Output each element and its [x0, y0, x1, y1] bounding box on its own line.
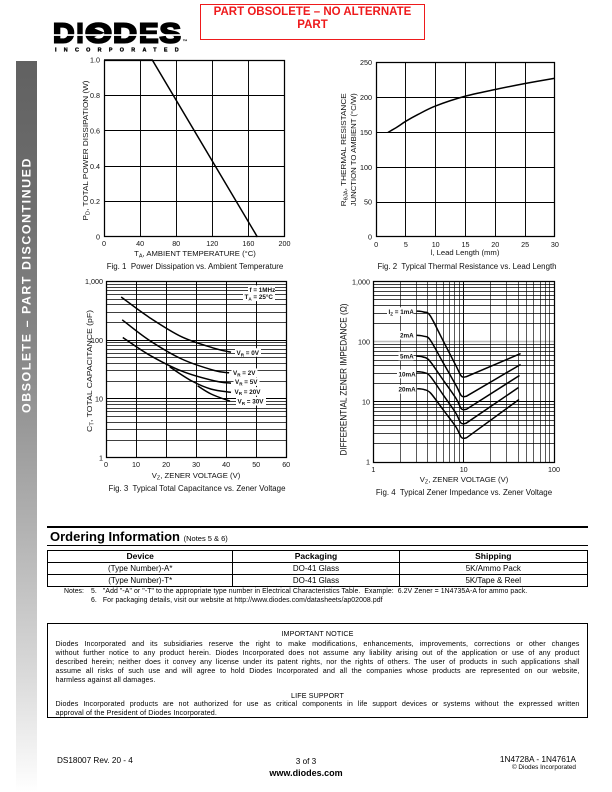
svg-text:Fig. 4 Typical Zener Impedanc: Fig. 4 Typical Zener Impedance vs. Zener… — [376, 488, 553, 497]
svg-text:160: 160 — [242, 239, 254, 248]
svg-text:TA, AMBIENT TEMPERATURE (°C): TA, AMBIENT TEMPERATURE (°C) — [134, 249, 256, 260]
svg-text:50: 50 — [252, 460, 260, 469]
svg-text:60: 60 — [282, 460, 290, 469]
svg-text:VZ, ZENER VOLTAGE (V): VZ, ZENER VOLTAGE (V) — [152, 471, 241, 482]
svg-text:Fig. 1 Power Dissipation vs.: Fig. 1 Power Dissipation vs. Ambient Tem… — [107, 262, 284, 271]
svg-text:VR = 20V: VR = 20V — [235, 389, 262, 396]
svg-text:CT, TOTAL CAPACITANCE (pF): CT, TOTAL CAPACITANCE (pF) — [85, 310, 96, 432]
svg-text:10: 10 — [432, 240, 440, 249]
svg-text:VR = 2V: VR = 2V — [233, 370, 256, 377]
svg-text:15: 15 — [462, 240, 470, 249]
svg-text:VR = 0V: VR = 0V — [237, 350, 260, 357]
svg-text:IZ = 1mA: IZ = 1mA — [389, 309, 415, 316]
svg-text:5mA: 5mA — [400, 353, 414, 360]
svg-text:l, Lead Length (mm): l, Lead Length (mm) — [431, 248, 500, 257]
svg-text:0: 0 — [374, 240, 378, 249]
svg-text:JUNCTION TO AMBIENT (°C/W): JUNCTION TO AMBIENT (°C/W) — [349, 93, 358, 206]
svg-text:f = 1MHz: f = 1MHz — [250, 287, 276, 294]
svg-text:20: 20 — [491, 240, 499, 249]
svg-text:E: E — [139, 18, 159, 49]
svg-text:100: 100 — [360, 163, 372, 172]
svg-text:1,000: 1,000 — [85, 277, 103, 286]
svg-text:0.2: 0.2 — [90, 197, 100, 206]
svg-text:1,000: 1,000 — [352, 278, 370, 287]
svg-text:20mA: 20mA — [399, 387, 417, 394]
svg-text:25: 25 — [521, 240, 529, 249]
svg-text:100: 100 — [358, 338, 370, 347]
svg-text:10: 10 — [95, 395, 103, 404]
svg-text:5: 5 — [404, 240, 408, 249]
svg-text:VR = 5V: VR = 5V — [235, 379, 258, 386]
svg-text:150: 150 — [360, 128, 372, 137]
svg-text:1: 1 — [366, 458, 370, 467]
svg-text:120: 120 — [206, 239, 218, 248]
svg-text:20: 20 — [162, 460, 170, 469]
svg-text:TA = 25°C: TA = 25°C — [245, 293, 274, 301]
svg-text:0.8: 0.8 — [90, 91, 100, 100]
svg-text:10: 10 — [362, 398, 370, 407]
svg-text:DIFFERENTIAL ZENER IMPEDANCE (: DIFFERENTIAL ZENER IMPEDANCE (Ω) — [339, 304, 349, 456]
svg-text:0.6: 0.6 — [90, 126, 100, 135]
svg-text:10mA: 10mA — [399, 371, 417, 378]
svg-text:0: 0 — [104, 460, 108, 469]
svg-text:0: 0 — [368, 233, 372, 242]
svg-text:100: 100 — [548, 465, 560, 474]
svg-text:S: S — [160, 18, 182, 49]
svg-text:™: ™ — [183, 39, 188, 45]
svg-text:D: D — [113, 18, 137, 49]
svg-text:10: 10 — [132, 460, 140, 469]
svg-text:VR = 30V: VR = 30V — [238, 399, 265, 406]
svg-text:40: 40 — [222, 460, 230, 469]
svg-text:D: D — [53, 18, 75, 49]
svg-text:2mA: 2mA — [400, 333, 414, 340]
svg-text:0: 0 — [102, 239, 106, 248]
svg-text:Fig. 2 Typical Thermal Resist: Fig. 2 Typical Thermal Resistance vs. Le… — [377, 262, 556, 271]
svg-text:1: 1 — [371, 465, 375, 474]
svg-text:50: 50 — [364, 198, 372, 207]
svg-text:40: 40 — [136, 239, 144, 248]
svg-text:30: 30 — [192, 460, 200, 469]
svg-text:0.4: 0.4 — [90, 162, 100, 171]
svg-text:1.0: 1.0 — [90, 56, 100, 65]
svg-text:INCORPORATED: INCORPORATED — [55, 47, 186, 53]
svg-text:I: I — [77, 18, 84, 49]
svg-text:200: 200 — [360, 93, 372, 102]
svg-text:VZ, ZENER VOLTAGE (V): VZ, ZENER VOLTAGE (V) — [420, 475, 509, 486]
svg-text:0: 0 — [96, 233, 100, 242]
svg-text:200: 200 — [279, 239, 291, 248]
svg-text:30: 30 — [551, 240, 559, 249]
svg-text:10: 10 — [460, 465, 468, 474]
svg-text:80: 80 — [172, 239, 180, 248]
svg-text:1: 1 — [99, 453, 103, 462]
svg-text:250: 250 — [360, 58, 372, 67]
svg-text:PD, TOTAL POWER DISSIPATION (W: PD, TOTAL POWER DISSIPATION (W) — [81, 80, 92, 220]
svg-text:100: 100 — [91, 336, 103, 345]
svg-text:RθJA, THERMAL RESISTANCE: RθJA, THERMAL RESISTANCE — [339, 93, 350, 206]
svg-text:Fig. 3 Typical Total Capacita: Fig. 3 Typical Total Capacitance vs. Zen… — [109, 484, 287, 493]
